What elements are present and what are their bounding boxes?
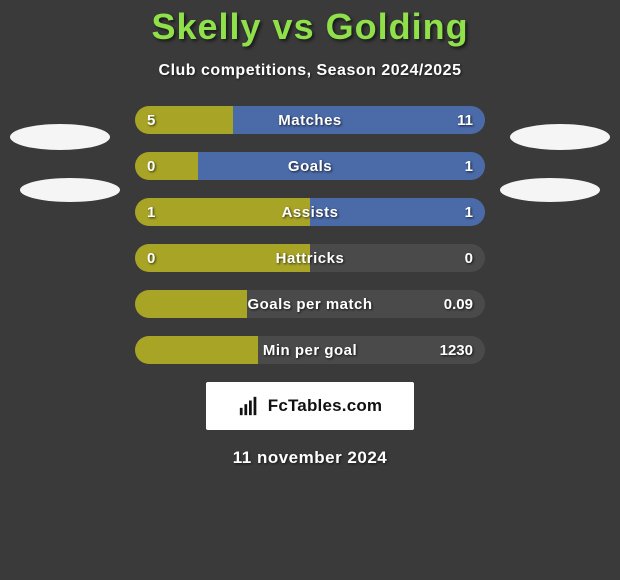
stat-row: 1230Min per goal [135,336,485,364]
stat-label: Goals per match [135,290,485,318]
player-left-avatar-placeholder [10,124,110,150]
comparison-rows: 511Matches 01Goals 11Assists 00Hattricks 0.0… [135,106,485,364]
branding-badge: FcTables.com [206,382,414,430]
player-left-name: Skelly [151,6,261,47]
date-label: 11 november 2024 [0,448,620,468]
stat-label: Min per goal [135,336,485,364]
stat-label: Assists [135,198,485,226]
stat-row: 0.09Goals per match [135,290,485,318]
chart-bars-icon [238,395,260,417]
player-right-name: Golding [326,6,469,47]
stat-row: 11Assists [135,198,485,226]
stat-label: Matches [135,106,485,134]
stat-label: Goals [135,152,485,180]
stat-row: 511Matches [135,106,485,134]
subtitle: Club competitions, Season 2024/2025 [0,62,620,80]
player-right-avatar-placeholder [510,124,610,150]
club-left-logo-placeholder [20,178,120,202]
stat-row: 01Goals [135,152,485,180]
club-right-logo-placeholder [500,178,600,202]
page-title: Skelly vs Golding [0,0,620,48]
stat-label: Hattricks [135,244,485,272]
vs-label: vs [273,6,326,47]
stat-row: 00Hattricks [135,244,485,272]
branding-text: FcTables.com [268,396,383,416]
